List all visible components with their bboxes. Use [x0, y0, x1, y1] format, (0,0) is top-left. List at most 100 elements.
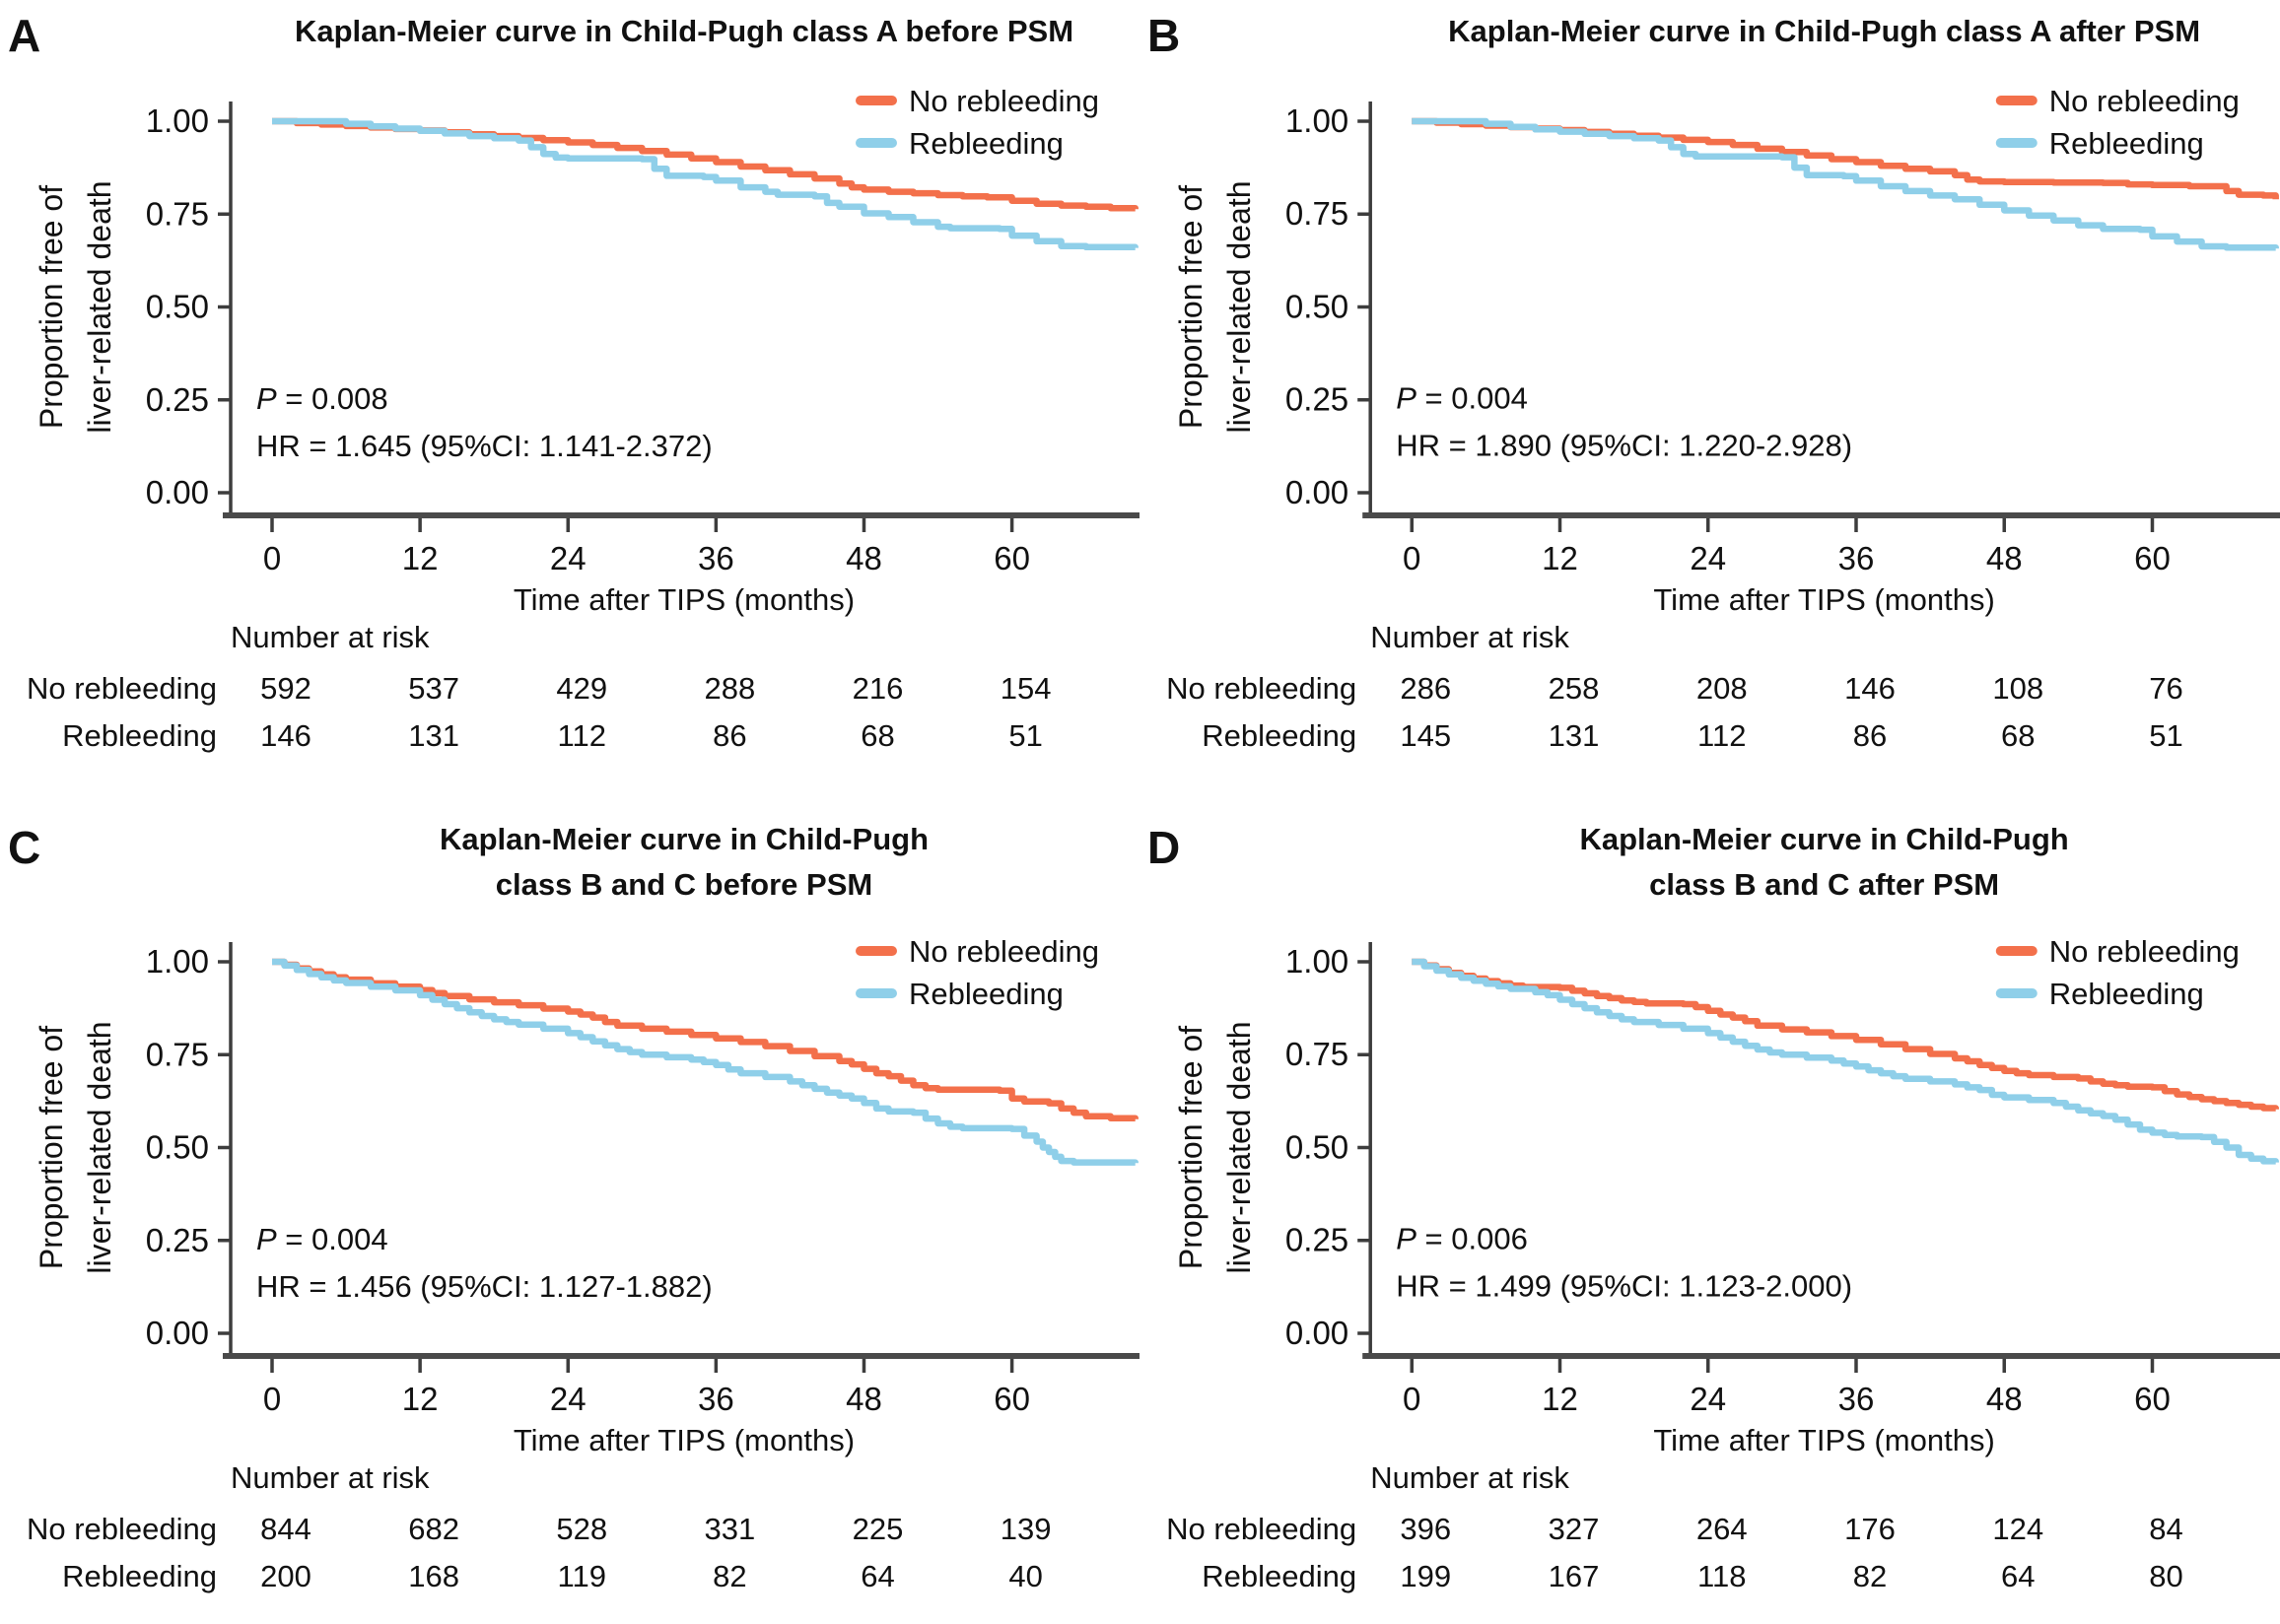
- x-tick-label: 12: [1542, 540, 1578, 576]
- km-curve-rebleeding: [272, 958, 1139, 1166]
- risk-row-value: 396: [1400, 1512, 1451, 1546]
- y-tick-label: 0.75: [146, 195, 209, 232]
- y-axis-label: liver-related death: [1221, 1021, 1257, 1273]
- panel-letter: B: [1147, 10, 1180, 61]
- risk-row-value: 327: [1549, 1512, 1600, 1546]
- panel-letter: C: [8, 822, 40, 873]
- y-tick-label: 0.50: [1285, 289, 1348, 325]
- risk-row-label: Rebleeding: [1202, 718, 1356, 753]
- y-tick-label: 0.25: [1285, 381, 1348, 418]
- risk-row-value: 86: [713, 718, 746, 753]
- risk-row-value: 208: [1696, 671, 1748, 706]
- risk-row-label: No rebleeding: [1166, 671, 1356, 706]
- y-tick-label: 0.75: [1285, 195, 1348, 232]
- risk-row-value: 51: [1008, 718, 1042, 753]
- chart-title: class B and C after PSM: [1649, 867, 1999, 902]
- risk-row-value: 146: [260, 718, 311, 753]
- risk-row-value: 124: [1992, 1512, 2043, 1546]
- x-tick-label: 48: [846, 1381, 882, 1417]
- x-tick-label: 24: [550, 540, 587, 576]
- y-tick-label: 0.25: [146, 1222, 209, 1258]
- risk-row-value: 200: [260, 1559, 311, 1593]
- legend-swatch-no-rebleeding: [856, 96, 897, 105]
- x-tick-label: 60: [994, 1381, 1030, 1417]
- panel-c: C Kaplan-Meier curve in Child-Pugh class B…: [0, 812, 1140, 1624]
- x-tick-label: 12: [402, 540, 439, 576]
- x-tick-label: 60: [2134, 540, 2171, 576]
- x-tick-label: 36: [1838, 1381, 1875, 1417]
- legend-swatch-no-rebleeding: [1995, 96, 2038, 105]
- y-tick-label: 0.75: [146, 1036, 209, 1072]
- y-axis-label: liver-related death: [82, 1021, 117, 1273]
- risk-row-value: 176: [1844, 1512, 1896, 1546]
- x-tick-label: 48: [846, 540, 882, 576]
- y-tick-label: 0.00: [146, 474, 209, 510]
- risk-row-label: No rebleeding: [27, 671, 217, 706]
- legend-swatch-no-rebleeding: [856, 946, 897, 956]
- y-tick-label: 1.00: [1285, 943, 1348, 980]
- risk-row-value: 112: [1697, 718, 1746, 753]
- risk-row-value: 264: [1696, 1512, 1748, 1546]
- risk-row-value: 592: [260, 671, 311, 706]
- risk-row-value: 199: [1400, 1559, 1451, 1593]
- risk-row-value: 80: [2149, 1559, 2182, 1593]
- legend-label: No rebleeding: [909, 84, 1099, 118]
- y-axis-label: Proportion free of: [34, 185, 69, 429]
- p-value-annotation: P = 0.006: [1396, 1222, 1528, 1256]
- x-axis-label: Time after TIPS (months): [1653, 1423, 1994, 1457]
- y-tick-label: 0.00: [1285, 474, 1348, 510]
- legend-swatch-rebleeding: [1995, 988, 2038, 998]
- legend-label: Rebleeding: [2049, 977, 2204, 1011]
- risk-row-value: 145: [1400, 718, 1451, 753]
- legend-label: Rebleeding: [2049, 126, 2204, 161]
- x-tick-label: 36: [698, 540, 734, 576]
- legend-swatch-rebleeding: [1995, 138, 2038, 148]
- x-axis-label: Time after TIPS (months): [514, 582, 855, 617]
- y-tick-label: 0.00: [146, 1315, 209, 1351]
- x-tick-label: 24: [550, 1381, 587, 1417]
- panel-letter: A: [8, 10, 40, 61]
- legend-label: Rebleeding: [909, 977, 1064, 1011]
- y-tick-label: 0.50: [146, 289, 209, 325]
- y-tick-label: 1.00: [1285, 102, 1348, 139]
- legend-label: No rebleeding: [909, 934, 1099, 969]
- x-tick-label: 0: [263, 1381, 281, 1417]
- risk-row-label: Rebleeding: [1202, 1559, 1356, 1593]
- legend-label: No rebleeding: [2049, 934, 2240, 969]
- risk-row-value: 131: [408, 718, 459, 753]
- y-axis-label: Proportion free of: [1173, 185, 1209, 429]
- x-tick-label: 36: [1838, 540, 1875, 576]
- risk-row-value: 131: [1549, 718, 1600, 753]
- p-value-annotation: P = 0.004: [256, 1222, 388, 1256]
- risk-row-value: 119: [558, 1559, 606, 1593]
- risk-row-value: 429: [556, 671, 607, 706]
- risk-row-value: 68: [2001, 718, 2035, 753]
- risk-row-value: 86: [1853, 718, 1887, 753]
- risk-table-header: Number at risk: [1370, 620, 1569, 654]
- chart-title: Kaplan-Meier curve in Child-Pugh class A…: [1448, 14, 2200, 48]
- risk-row-value: 537: [408, 671, 459, 706]
- chart-title: Kaplan-Meier curve in Child-Pugh: [1579, 822, 2068, 856]
- risk-row-value: 331: [704, 1512, 755, 1546]
- km-chart-a: A Kaplan-Meier curve in Child-Pugh class …: [8, 10, 1140, 753]
- km-curve-rebleeding: [272, 117, 1139, 251]
- x-tick-label: 24: [1690, 1381, 1726, 1417]
- km-curve-rebleeding: [1412, 958, 2279, 1165]
- legend-label: No rebleeding: [2049, 84, 2240, 118]
- y-axis-label: Proportion free of: [1173, 1026, 1209, 1269]
- panel-a: A Kaplan-Meier curve in Child-Pugh class …: [0, 0, 1140, 812]
- y-axis-label: liver-related death: [1221, 180, 1257, 433]
- risk-table-header: Number at risk: [231, 1460, 430, 1495]
- risk-row-value: 82: [1853, 1559, 1887, 1593]
- risk-row-value: 288: [704, 671, 755, 706]
- risk-row-label: Rebleeding: [62, 1559, 217, 1593]
- risk-row-value: 82: [713, 1559, 746, 1593]
- y-tick-label: 0.25: [1285, 1222, 1348, 1258]
- p-value-annotation: P = 0.008: [256, 381, 388, 416]
- chart-title: class B and C before PSM: [496, 867, 872, 902]
- risk-row-value: 64: [861, 1559, 894, 1593]
- y-tick-label: 0.25: [146, 381, 209, 418]
- legend-swatch-rebleeding: [856, 138, 897, 148]
- x-tick-label: 60: [2134, 1381, 2171, 1417]
- y-tick-label: 0.75: [1285, 1036, 1348, 1072]
